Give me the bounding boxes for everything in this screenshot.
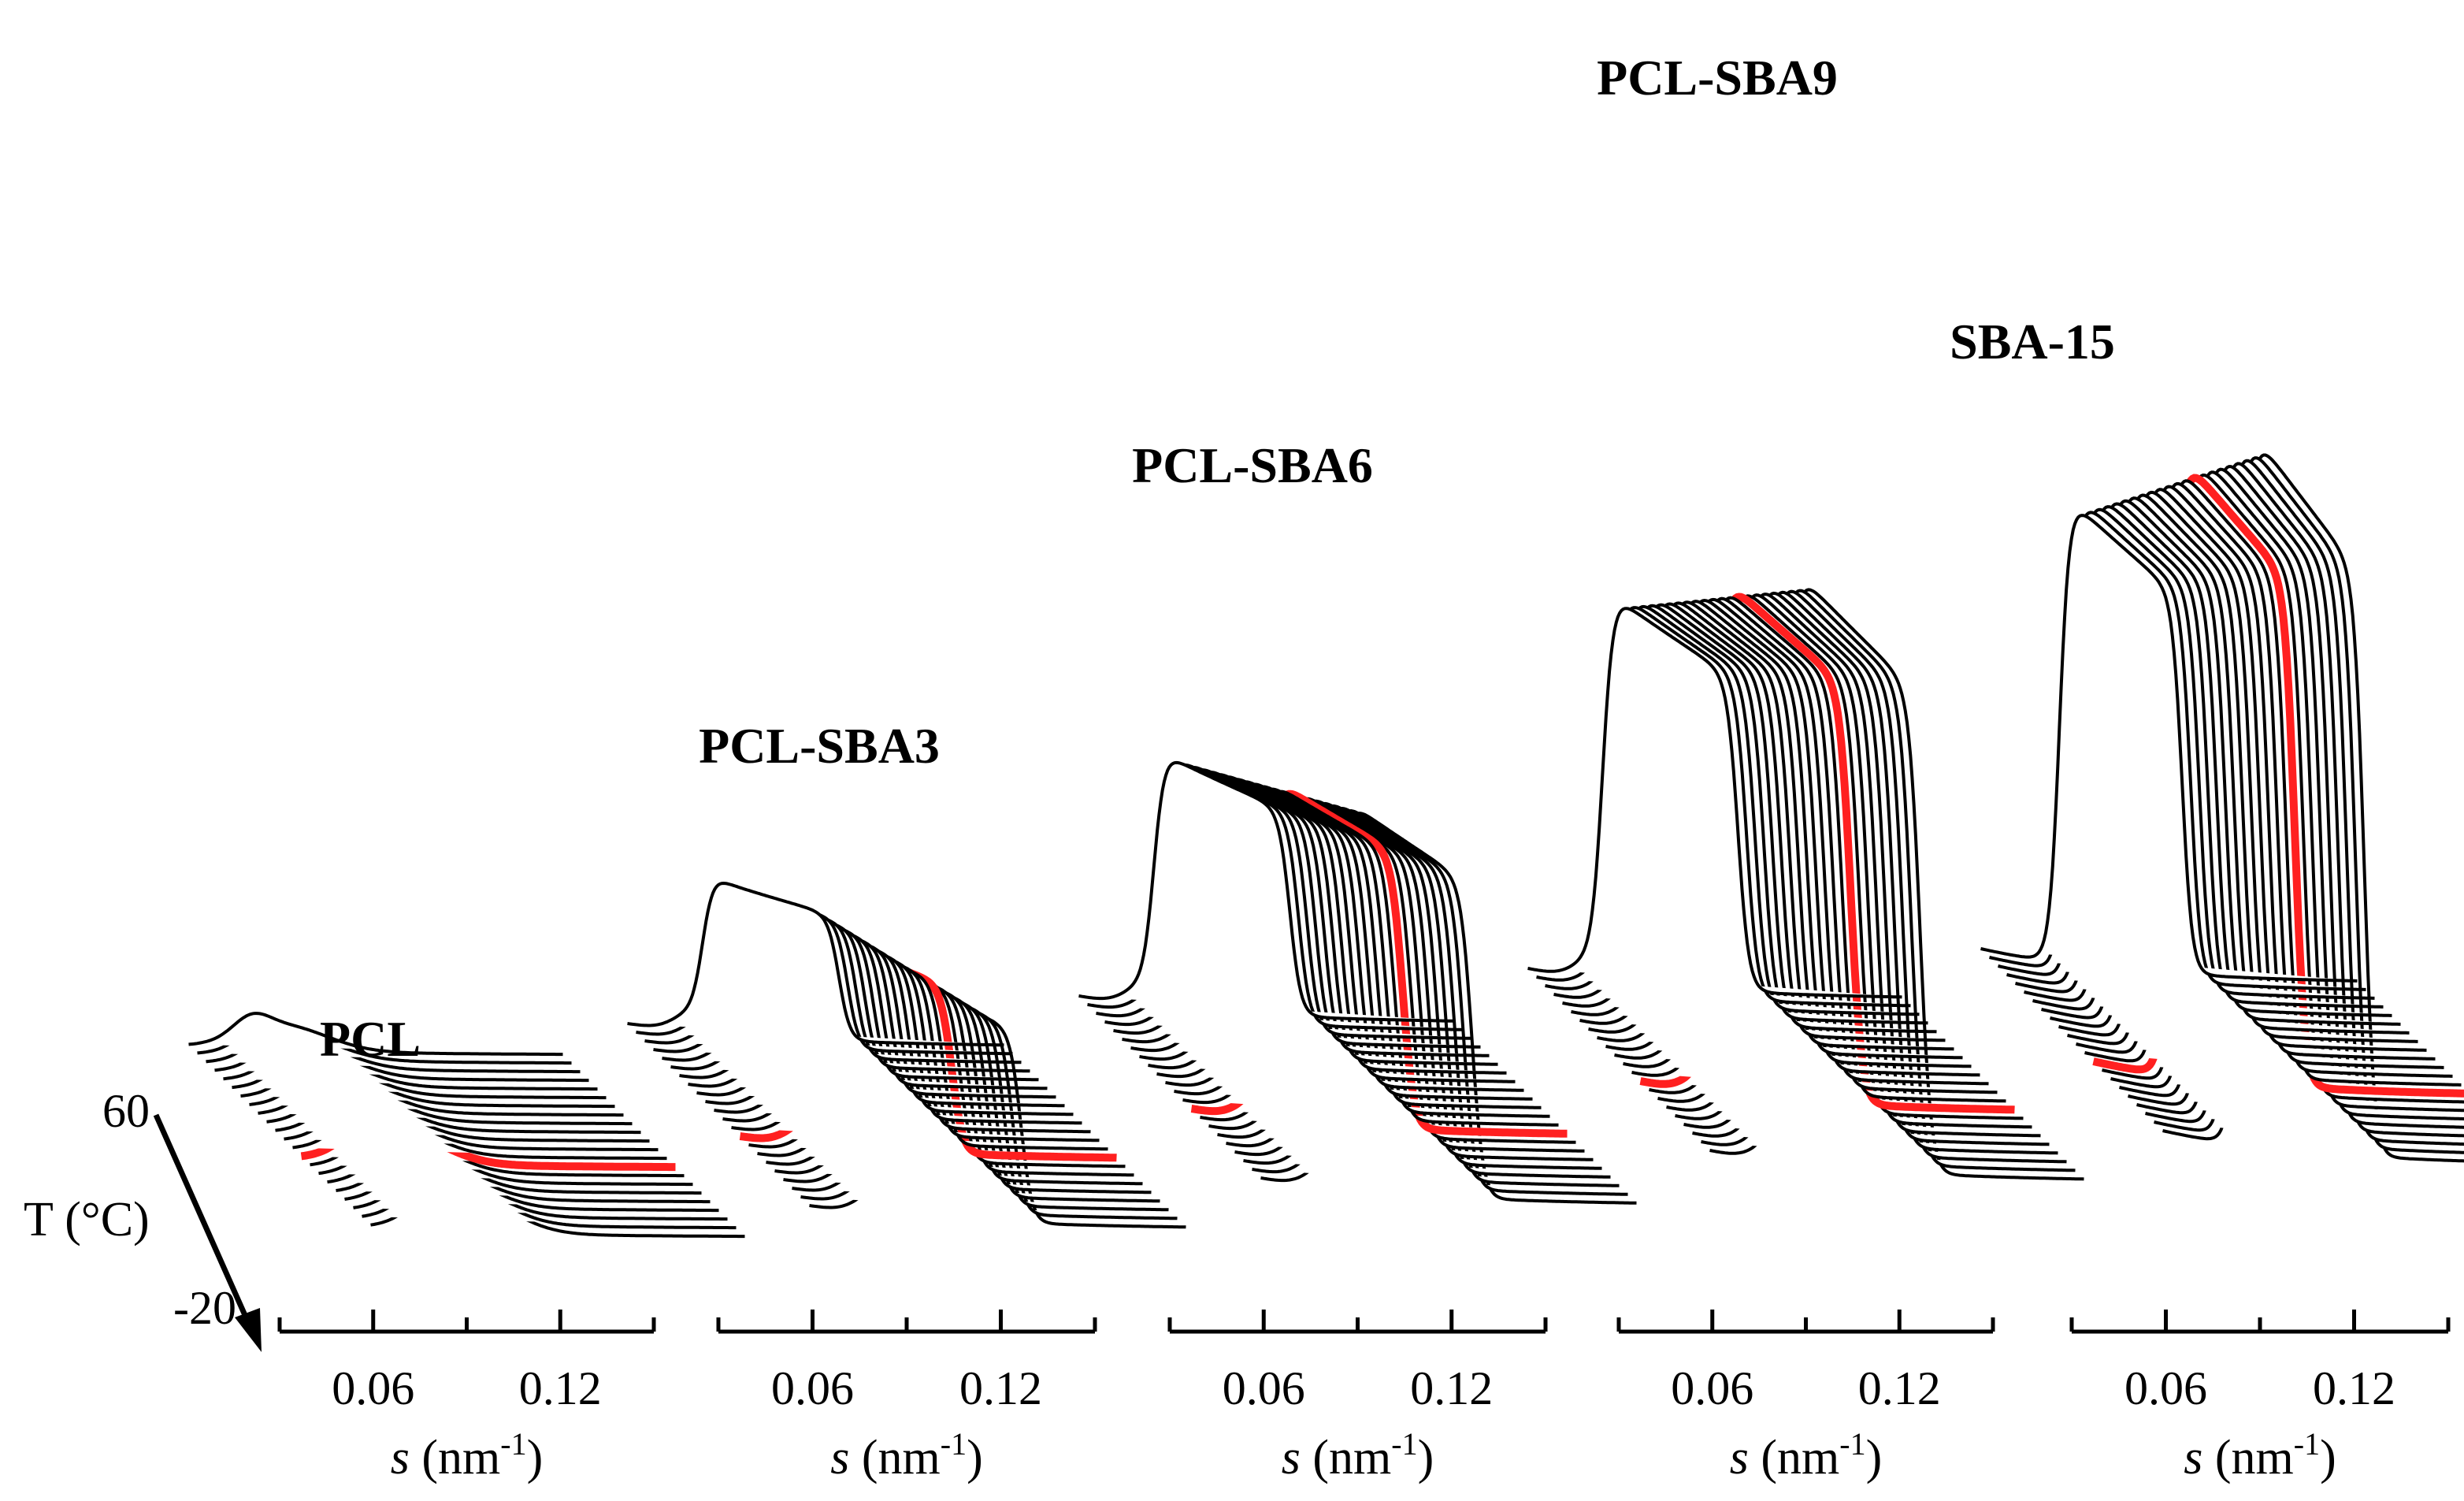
- x-tick-label: 0.12: [1410, 1362, 1493, 1414]
- trace-pcl-sba9: [1527, 607, 1902, 999]
- traces-pcl-sba6: [1078, 760, 1637, 1205]
- x-axis-pcl-sba9: 0.06 0.12 s (nm-1): [1616, 1310, 1995, 1484]
- x-axis-label: s (nm-1): [830, 1426, 983, 1484]
- panel-pcl: PCL 0.06 0.12 s (nm-1): [188, 1011, 745, 1484]
- panel-pcl-sba9: PCL-SBA9 0.06 0.12 s (nm-1): [1527, 50, 2084, 1484]
- x-axis-label: s (nm-1): [391, 1426, 544, 1484]
- x-axis-label: s (nm-1): [2184, 1426, 2336, 1484]
- x-tick-label: 0.06: [2124, 1362, 2207, 1414]
- series-title-pcl-sba3: PCL-SBA3: [699, 718, 940, 774]
- x-tick-label: 0.06: [1223, 1362, 1305, 1414]
- temperature-axis-label: T (°C): [24, 1193, 150, 1246]
- series-title-sba-15: SBA-15: [1950, 314, 2115, 370]
- traces-sba-15: [1980, 453, 2464, 1163]
- x-axis-sba-15: 0.06 0.12 s (nm-1): [2069, 1310, 2451, 1484]
- series-title-pcl-sba6: PCL-SBA6: [1132, 437, 1373, 493]
- trace-pcl-sba6: [1078, 760, 1455, 1023]
- temperature-axis-arrowhead: [235, 1308, 262, 1352]
- x-axis-pcl: 0.06 0.12 s (nm-1): [277, 1310, 656, 1484]
- temperature-axis-line: [153, 1113, 254, 1329]
- x-tick-label: 0.06: [332, 1362, 414, 1414]
- x-axis-pcl-sba6: 0.06 0.12 s (nm-1): [1167, 1310, 1548, 1484]
- trace-pcl-sba3: [627, 881, 1004, 1047]
- series-title-pcl-sba9: PCL-SBA9: [1597, 50, 1838, 106]
- x-tick-label: 0.06: [771, 1362, 854, 1414]
- series-title-pcl: PCL: [320, 1011, 421, 1067]
- temperature-axis: 60 -20 T (°C): [24, 1085, 262, 1352]
- x-tick-label: 0.12: [959, 1362, 1042, 1414]
- panel-pcl-sba6: PCL-SBA6 0.06 0.12 s (nm-1): [1078, 437, 1637, 1484]
- x-tick-label: 0.12: [519, 1362, 602, 1414]
- traces-pcl-sba3: [627, 881, 1186, 1229]
- x-tick-label: 0.12: [1858, 1362, 1941, 1414]
- trace-sba-15: [1980, 514, 2358, 983]
- x-axis-label: s (nm-1): [1730, 1426, 1883, 1484]
- trace-pcl: [188, 1012, 563, 1057]
- temperature-min-label: -20: [173, 1282, 236, 1334]
- temperature-max-label: 60: [102, 1085, 150, 1137]
- panel-pcl-sba3: PCL-SBA3 0.06 0.12 s (nm-1): [627, 718, 1186, 1484]
- traces-pcl-sba9: [1527, 588, 2084, 1181]
- x-tick-label: 0.12: [2313, 1362, 2395, 1414]
- x-tick-label: 0.06: [1671, 1362, 1753, 1414]
- x-axis-label: s (nm-1): [1282, 1426, 1434, 1484]
- x-axis-pcl-sba3: 0.06 0.12 s (nm-1): [716, 1310, 1097, 1484]
- traces-pcl: [188, 1012, 745, 1239]
- panel-sba-15: SBA-15 0.06 0.12 s (nm-1): [1950, 314, 2464, 1484]
